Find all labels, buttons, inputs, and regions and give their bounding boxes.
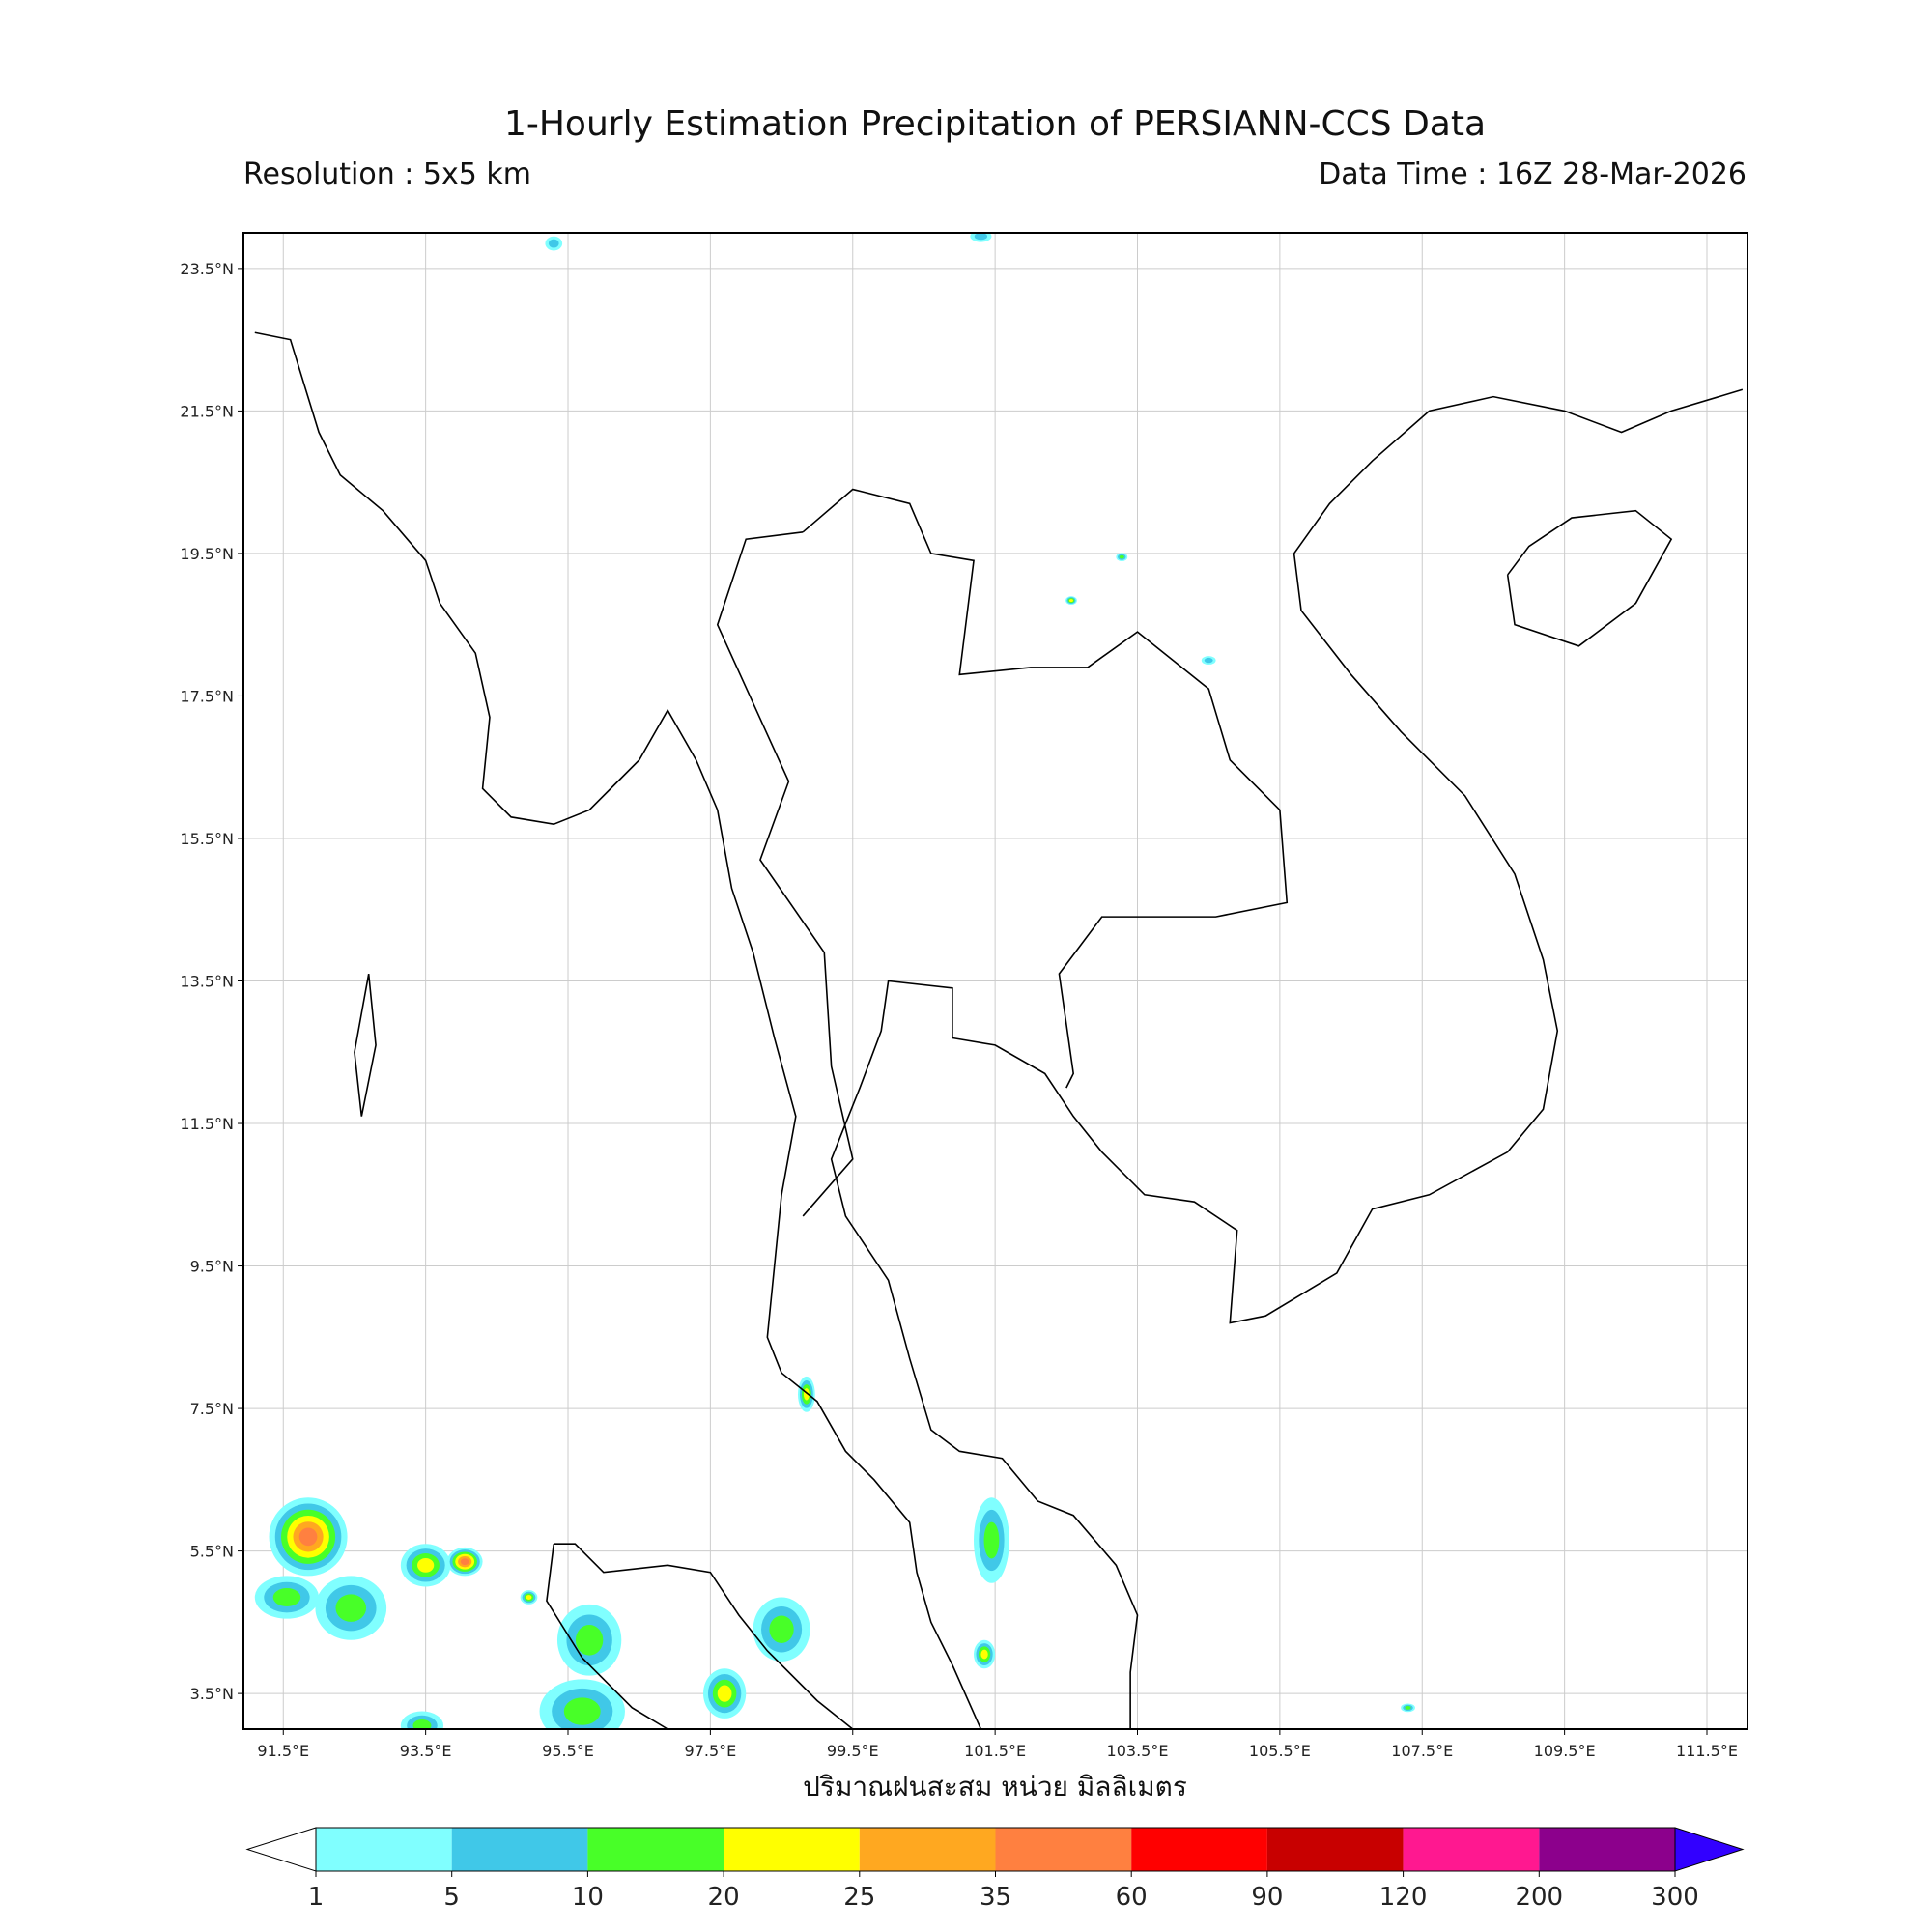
coastline (354, 973, 377, 1117)
rain-cell (717, 1685, 732, 1702)
rain-cell (335, 1594, 367, 1622)
rain-layer (254, 233, 1415, 1729)
colorbar-tick-label: 90 (1251, 1883, 1283, 1912)
colorbar-tick-label: 10 (572, 1883, 604, 1912)
lat-tick-label: 19.5°N (180, 545, 234, 563)
lon-tick-label: 111.5°E (1676, 1742, 1738, 1760)
rain-cell (412, 1719, 432, 1729)
colorbar-tick-label: 1 (308, 1883, 325, 1912)
coastlines (254, 331, 1744, 1730)
lon-tick-label: 107.5°E (1391, 1742, 1453, 1760)
colorbar-segment (1539, 1828, 1675, 1871)
rain-cell (974, 233, 988, 241)
rain-cell (417, 1557, 435, 1573)
rain-cell (983, 1521, 1000, 1559)
colorbar-segment (859, 1828, 996, 1871)
colorbar-tick-label: 5 (443, 1883, 460, 1912)
resolution-label: Resolution : 5x5 km (243, 157, 531, 191)
gridlines (243, 233, 1747, 1729)
lon-tick-label: 97.5°E (685, 1742, 737, 1760)
rain-cell (575, 1624, 604, 1656)
axis-ticks: 91.5°E 93.5°E 95.5°E 97.5°E 99.5°E 101.5°E 103… (180, 260, 1738, 1760)
rain-cell (1069, 599, 1073, 603)
colorbar-segment (587, 1828, 724, 1871)
colorbar-label: ปริมาณฝนสะสม หน่วย มิลลิเมตร (803, 1771, 1187, 1803)
colorbar-segment (1131, 1828, 1267, 1871)
lon-tick-label: 109.5°E (1534, 1742, 1596, 1760)
colorbar-tick-label: 25 (843, 1883, 875, 1912)
coastline (716, 531, 854, 1217)
lon-tick-label: 105.5°E (1249, 1742, 1311, 1760)
lon-tick-label: 101.5°E (964, 1742, 1026, 1760)
coastline (546, 1544, 668, 1730)
lat-tick-label: 15.5°N (180, 830, 234, 848)
lon-tick-label: 95.5°E (542, 1742, 594, 1760)
lat-tick-label: 21.5°N (180, 402, 234, 420)
lon-tick-label: 99.5°E (827, 1742, 879, 1760)
rain-cell (526, 1595, 532, 1600)
data-time-label: Data Time : 16Z 28-Mar-2026 (1319, 157, 1747, 191)
rain-cell (298, 1527, 318, 1547)
lon-tick-label: 91.5°E (257, 1742, 309, 1760)
colorbar-over-arrow (1674, 1827, 1745, 1872)
colorbar-tick-label: 200 (1515, 1883, 1563, 1912)
colorbar-segment (995, 1828, 1132, 1871)
lat-tick-label: 7.5°N (190, 1400, 234, 1418)
lat-tick-label: 17.5°N (180, 687, 234, 705)
colorbar-under-arrow (245, 1827, 317, 1872)
lat-tick-label: 11.5°N (180, 1115, 234, 1133)
rain-cell (1405, 1705, 1411, 1710)
coastline (254, 331, 982, 1730)
rain-cell (548, 239, 559, 248)
chart-title: 1-Hourly Estimation Precipitation of PER… (503, 104, 1487, 144)
colorbar-segment (1266, 1828, 1404, 1871)
coastline (1506, 509, 1673, 647)
colorbar: 1 5 10 20 25 35 60 90 120 200 300 (245, 1827, 1745, 1912)
lon-tick-label: 93.5°E (400, 1742, 452, 1760)
lat-tick-label: 9.5°N (190, 1258, 234, 1276)
lat-tick-label: 23.5°N (180, 260, 234, 278)
lat-tick-label: 5.5°N (190, 1543, 234, 1561)
colorbar-segment (451, 1828, 588, 1871)
rain-cell (563, 1697, 601, 1725)
rain-cell (272, 1588, 301, 1607)
rain-cell (1119, 554, 1124, 559)
coastline (830, 388, 1744, 1729)
colorbar-tick-label: 60 (1116, 1883, 1148, 1912)
lat-tick-label: 13.5°N (180, 973, 234, 991)
colorbar-tick-label: 300 (1651, 1883, 1699, 1912)
rain-cell (769, 1615, 794, 1643)
coastline (802, 488, 1289, 1089)
lat-tick-label: 3.5°N (190, 1685, 234, 1703)
colorbar-tick-label: 120 (1379, 1883, 1428, 1912)
rain-cell (1204, 657, 1213, 664)
rain-cell (460, 1558, 469, 1566)
colorbar-tick-label: 20 (708, 1883, 740, 1912)
colorbar-tick-label: 35 (980, 1883, 1011, 1912)
colorbar-segment (724, 1828, 860, 1871)
lon-tick-label: 103.5°E (1107, 1742, 1169, 1760)
rain-cell (980, 1649, 988, 1660)
coastline (554, 1543, 854, 1730)
colorbar-segment (316, 1828, 452, 1871)
colorbar-segment (1403, 1828, 1540, 1871)
